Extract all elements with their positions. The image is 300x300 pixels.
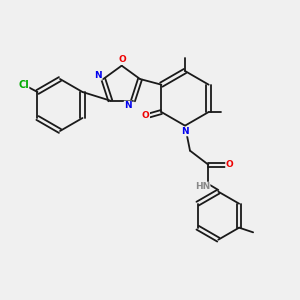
Text: O: O	[226, 160, 233, 169]
Text: HN: HN	[195, 182, 210, 191]
Text: O: O	[142, 111, 149, 120]
Text: N: N	[124, 101, 132, 110]
Text: N: N	[181, 127, 189, 136]
Text: O: O	[118, 56, 126, 64]
Text: N: N	[94, 71, 101, 80]
Text: Cl: Cl	[18, 80, 29, 90]
